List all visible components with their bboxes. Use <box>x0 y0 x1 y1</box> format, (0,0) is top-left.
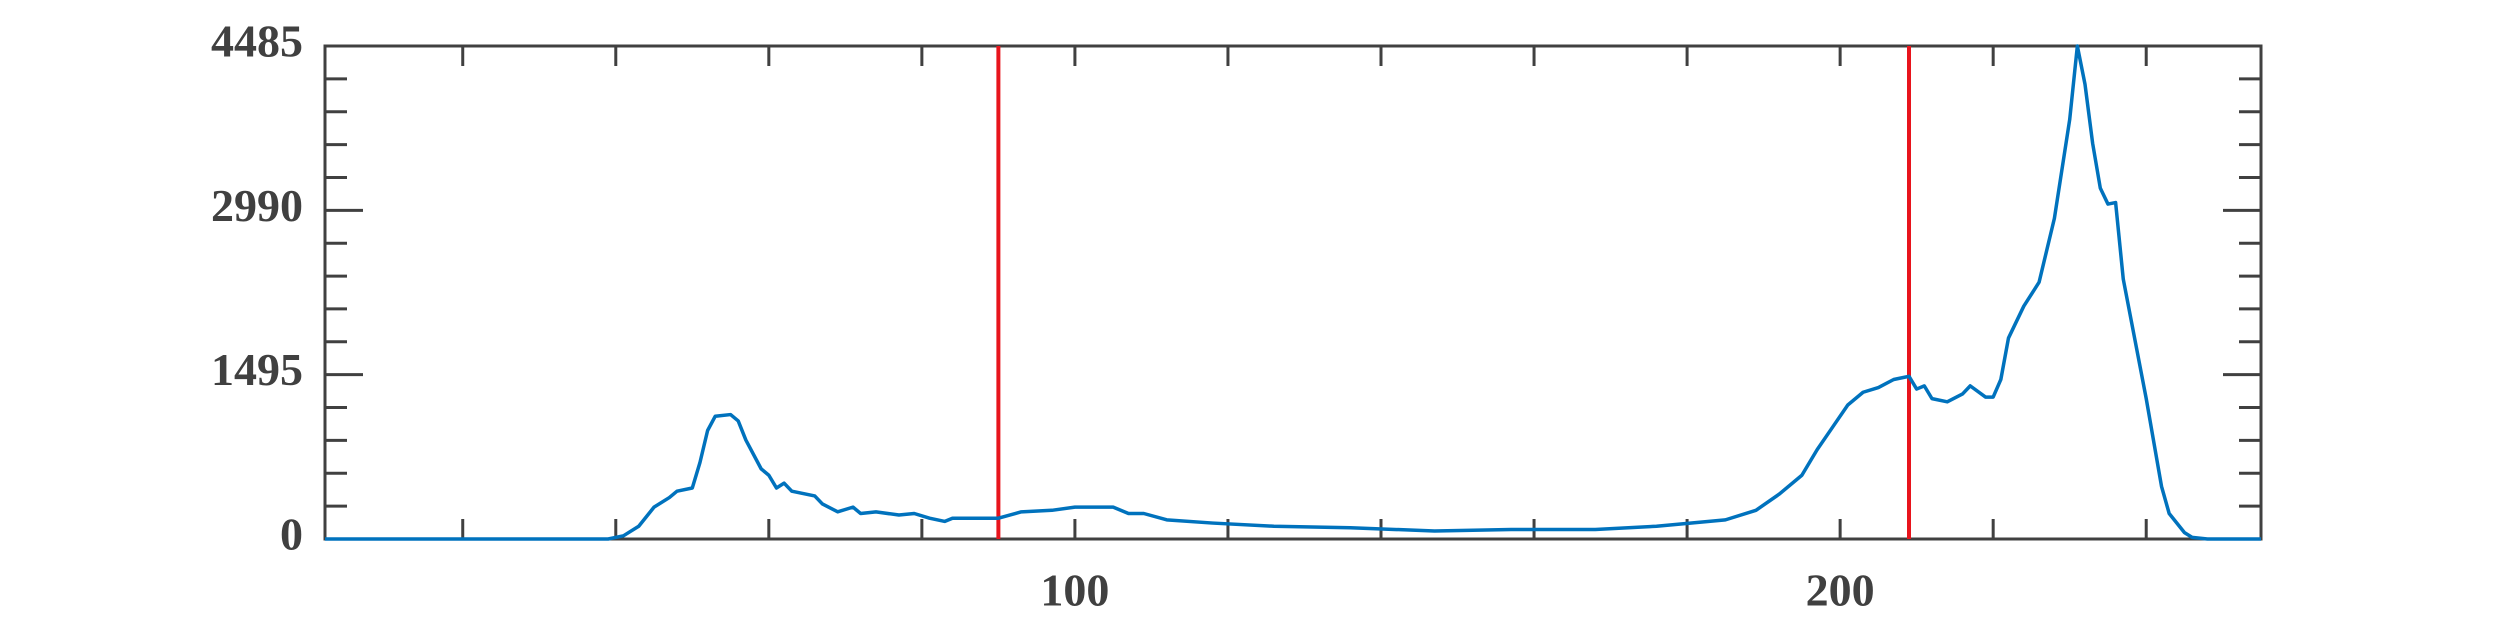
y-tick-label: 1495 <box>211 344 303 395</box>
y-tick-label: 0 <box>280 509 303 560</box>
y-tick-label: 2990 <box>211 180 303 231</box>
x-tick-label: 100 <box>1040 565 1109 616</box>
x-tick-label: 200 <box>1806 565 1875 616</box>
y-tick-label: 4485 <box>211 16 303 67</box>
plot-frame <box>323 44 2263 541</box>
histogram-line <box>325 44 2261 541</box>
